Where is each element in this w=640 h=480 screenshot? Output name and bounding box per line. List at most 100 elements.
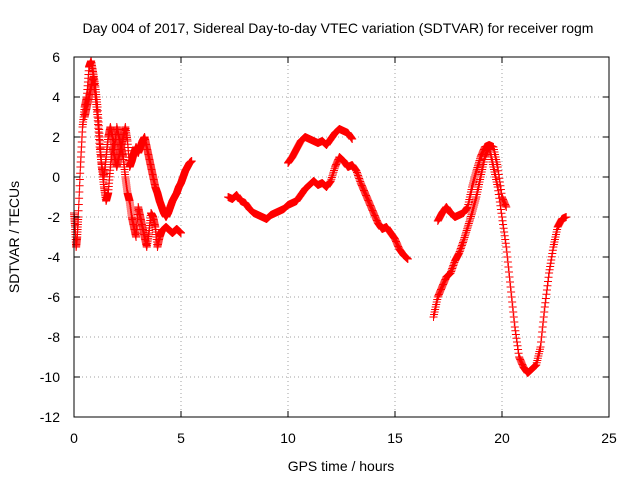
data-point — [465, 217, 474, 226]
x-tick-label: 20 — [494, 430, 510, 446]
data-point — [177, 229, 185, 237]
data-point — [471, 197, 480, 205]
data-point — [348, 135, 357, 143]
data-point — [547, 256, 556, 264]
data-point — [544, 277, 553, 286]
data-point — [461, 230, 470, 238]
data-point — [542, 290, 551, 299]
data-point — [507, 288, 516, 296]
y-tick-label: 0 — [52, 169, 60, 185]
series-4 — [284, 125, 357, 167]
data-point — [495, 178, 504, 186]
data-point — [470, 199, 479, 207]
y-tick-label: -6 — [48, 289, 61, 305]
y-tick-label: -4 — [48, 249, 61, 265]
data-point — [468, 207, 477, 215]
data-point — [459, 237, 468, 245]
data-point — [541, 298, 550, 307]
data-point — [460, 233, 469, 242]
data-point — [508, 303, 517, 311]
y-tick-label: 4 — [52, 89, 60, 105]
data-point — [514, 345, 523, 354]
data-point — [463, 224, 472, 233]
data-point — [474, 158, 483, 167]
x-tick-label: 15 — [387, 430, 403, 446]
x-tick-label: 5 — [177, 430, 185, 446]
data-point — [504, 263, 513, 271]
data-point — [347, 134, 356, 143]
data-point — [462, 204, 471, 213]
axis-ticks — [73, 56, 610, 418]
data-point — [390, 234, 399, 243]
data-point — [468, 209, 477, 217]
data-point — [494, 166, 503, 175]
data-point — [501, 235, 510, 244]
data-point — [471, 171, 480, 179]
data-point — [493, 163, 502, 171]
data-point — [328, 170, 337, 178]
data-point — [537, 333, 546, 341]
data-point — [475, 156, 484, 165]
data-point — [464, 221, 473, 230]
data-point — [498, 213, 506, 221]
y-tick-label: -12 — [40, 409, 60, 425]
series-2 — [80, 73, 196, 221]
data-point — [543, 281, 552, 290]
data-point — [347, 133, 356, 142]
data-point — [329, 168, 338, 177]
data-point — [510, 323, 519, 331]
data-point — [496, 181, 505, 190]
data-point — [494, 170, 503, 179]
data-point — [508, 298, 517, 306]
data-point — [501, 201, 510, 210]
data-point — [461, 231, 470, 240]
data-point — [496, 185, 505, 194]
data-point — [548, 246, 557, 255]
data-point — [502, 248, 511, 256]
data-point — [504, 268, 513, 276]
data-point — [500, 228, 509, 236]
data-point — [506, 283, 515, 291]
data-point — [327, 173, 336, 182]
data-point — [498, 216, 507, 225]
x-axis-label: GPS time / hours — [288, 458, 395, 474]
data-point — [509, 308, 518, 316]
data-point — [499, 224, 508, 233]
data-point — [474, 160, 483, 168]
data-point — [495, 174, 504, 183]
data-point — [330, 166, 339, 175]
y-tick-label: 6 — [52, 49, 60, 65]
y-tick-label: -2 — [48, 209, 61, 225]
plot-frame — [73, 56, 610, 418]
data-point — [512, 338, 521, 346]
data-point — [403, 255, 412, 263]
data-point — [327, 175, 336, 184]
data-point — [464, 219, 473, 228]
data-point — [468, 181, 477, 189]
data-point — [462, 228, 471, 237]
data-point — [545, 265, 554, 274]
y-tick-label: 2 — [52, 129, 60, 145]
data-point — [541, 294, 550, 303]
data-point — [468, 183, 477, 191]
data-point — [562, 213, 571, 221]
data-point — [500, 231, 509, 240]
data-point — [506, 278, 515, 286]
data-point — [537, 338, 546, 346]
data-point — [472, 167, 481, 175]
data-point — [507, 293, 516, 301]
x-tick-label: 10 — [280, 430, 296, 446]
data-point — [473, 163, 482, 172]
data-point — [470, 173, 479, 181]
series-3 — [224, 153, 412, 263]
data-point — [542, 286, 551, 294]
data-point — [546, 262, 555, 271]
data-point — [544, 273, 553, 282]
y-tick-label: -8 — [48, 329, 61, 345]
data-point — [548, 249, 557, 258]
data-point — [540, 303, 549, 311]
data-point — [328, 171, 337, 180]
data-point — [536, 343, 545, 351]
data-point — [547, 252, 556, 261]
data-point — [454, 251, 463, 259]
